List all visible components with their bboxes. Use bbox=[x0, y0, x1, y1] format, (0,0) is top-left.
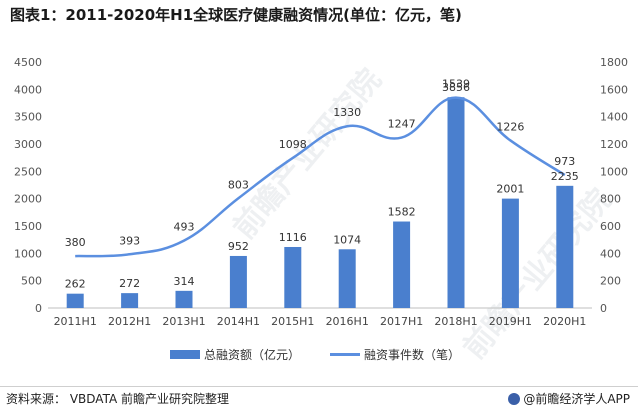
bar-data-label: 1116 bbox=[279, 231, 307, 244]
footer-brand: @前瞻经济学人APP bbox=[508, 390, 630, 407]
y-left-tick-label: 3500 bbox=[14, 111, 42, 124]
x-tick-label: 2015H1 bbox=[271, 315, 314, 328]
x-tick-label: 2017H1 bbox=[380, 315, 423, 328]
x-tick-label: 2019H1 bbox=[489, 315, 532, 328]
y-right-tick-label: 600 bbox=[600, 220, 621, 233]
y-right-tick-label: 200 bbox=[600, 275, 621, 288]
line-data-label: 380 bbox=[65, 236, 86, 249]
bar-data-label: 314 bbox=[174, 275, 195, 288]
bar bbox=[175, 290, 193, 308]
bar-data-label: 1582 bbox=[388, 206, 416, 219]
line-data-label: 1330 bbox=[333, 106, 361, 119]
y-right-tick-label: 0 bbox=[600, 302, 607, 315]
brand-logo-icon bbox=[508, 393, 521, 405]
source-note: 资料来源： VBDATA 前瞻产业研究院整理 bbox=[6, 392, 229, 406]
footer-brand-text: @前瞻经济学人APP bbox=[523, 392, 630, 406]
legend-item-line: 融资事件数（笔） bbox=[330, 346, 460, 363]
y-right-tick-label: 1400 bbox=[600, 111, 628, 124]
y-left-tick-label: 1000 bbox=[14, 247, 42, 260]
x-tick-label: 2020H1 bbox=[543, 315, 586, 328]
line-data-label: 1226 bbox=[496, 120, 524, 133]
y-left-tick-label: 500 bbox=[21, 275, 42, 288]
line-data-label: 1539 bbox=[442, 78, 470, 91]
line-data-label: 393 bbox=[119, 234, 140, 247]
bar bbox=[501, 198, 519, 308]
x-tick-label: 2014H1 bbox=[217, 315, 260, 328]
x-tick-label: 2018H1 bbox=[434, 315, 477, 328]
x-tick-label: 2012H1 bbox=[108, 315, 151, 328]
bar bbox=[121, 293, 139, 308]
bar bbox=[556, 185, 574, 308]
y-left-tick-label: 1500 bbox=[14, 220, 42, 233]
bar-data-label: 1074 bbox=[333, 233, 361, 246]
bar bbox=[66, 293, 84, 308]
y-right-tick-label: 400 bbox=[600, 247, 621, 260]
y-left-tick-label: 2500 bbox=[14, 165, 42, 178]
bar-data-label: 952 bbox=[228, 240, 249, 253]
y-left-tick-label: 0 bbox=[35, 302, 42, 315]
legend-label-line: 融资事件数（笔） bbox=[364, 348, 461, 362]
legend-item-bar: 总融资额（亿元） bbox=[170, 346, 300, 363]
legend-swatch-line bbox=[330, 353, 360, 356]
line-data-label: 1247 bbox=[388, 118, 416, 131]
series-line bbox=[75, 96, 566, 258]
legend-label-bar: 总融资额（亿元） bbox=[204, 348, 301, 362]
bar bbox=[338, 249, 356, 308]
y-left-tick-label: 2000 bbox=[14, 193, 42, 206]
y-left-tick-label: 4000 bbox=[14, 83, 42, 96]
x-tick-label: 2016H1 bbox=[326, 315, 369, 328]
x-tick-label: 2011H1 bbox=[54, 315, 97, 328]
line-data-label: 1098 bbox=[279, 138, 307, 151]
chart-canvas: 0 500 1000 1500 2000 2500 3000 3500 4000 4500 0 200… bbox=[14, 56, 628, 328]
bar-data-label: 262 bbox=[65, 278, 86, 291]
line-data-label: 493 bbox=[174, 221, 195, 234]
y-right-tick-label: 1200 bbox=[600, 138, 628, 151]
chart-title: 图表1：2011-2020年H1全球医疗健康融资情况(单位：亿元，笔) bbox=[10, 6, 462, 24]
bar bbox=[447, 97, 465, 309]
bar bbox=[229, 255, 247, 308]
y-right-tick-label: 1600 bbox=[600, 83, 628, 96]
bar bbox=[284, 246, 302, 308]
y-right-tick-label: 800 bbox=[600, 193, 621, 206]
y-right-tick-label: 1000 bbox=[600, 165, 628, 178]
line-data-label: 973 bbox=[554, 155, 575, 168]
bar-data-label: 2235 bbox=[551, 170, 579, 183]
bar-data-label: 272 bbox=[119, 277, 140, 290]
x-tick-label: 2013H1 bbox=[162, 315, 205, 328]
y-right-tick-label: 1800 bbox=[600, 56, 628, 69]
bar bbox=[393, 221, 411, 308]
y-left-tick-label: 4500 bbox=[14, 56, 42, 69]
y-left-tick-label: 3000 bbox=[14, 138, 42, 151]
bar-data-label: 3856 bbox=[442, 81, 470, 94]
footer-divider bbox=[0, 386, 638, 387]
line-data-label: 803 bbox=[228, 178, 249, 191]
legend-swatch-bar bbox=[170, 350, 200, 359]
bar-data-label: 2001 bbox=[496, 183, 524, 196]
